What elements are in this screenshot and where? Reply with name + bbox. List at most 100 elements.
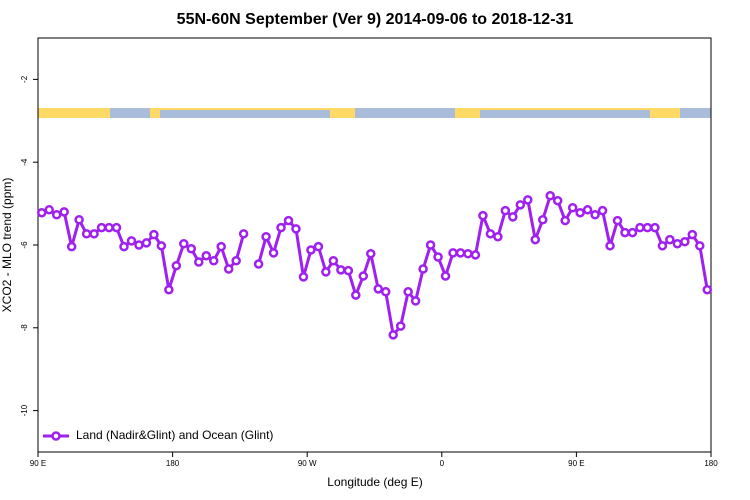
data-point <box>530 234 541 245</box>
data-point <box>51 210 62 220</box>
data-point <box>485 229 496 239</box>
data-point <box>44 205 54 215</box>
data-point <box>291 224 301 234</box>
data-point <box>171 260 182 271</box>
data-point <box>261 231 271 242</box>
data-point <box>695 241 705 251</box>
data-point <box>126 236 137 246</box>
data-point <box>111 222 122 233</box>
data-point <box>283 215 294 226</box>
y-tick-label: -10 <box>20 404 29 416</box>
data-point <box>410 296 421 306</box>
data-point <box>665 234 675 245</box>
data-point <box>208 255 219 266</box>
y-tick-label: -6 <box>20 241 29 249</box>
data-point <box>351 290 361 300</box>
data-point <box>238 229 249 239</box>
data-point <box>358 271 369 281</box>
data-point <box>149 229 159 240</box>
data-point <box>216 241 226 252</box>
legend-label: Land (Nadir&Glint) and Ocean (Glint) <box>76 428 273 442</box>
y-tick-label: -4 <box>20 158 29 166</box>
land-mask-strip <box>38 108 711 118</box>
data-point <box>268 248 279 258</box>
data-point <box>403 287 413 297</box>
data-point <box>36 207 47 218</box>
data-point <box>59 207 69 217</box>
data-point <box>388 330 398 340</box>
data-point <box>81 229 92 239</box>
data-point <box>134 240 144 250</box>
data-point <box>313 241 324 252</box>
data-point <box>672 239 683 249</box>
data-point <box>366 248 376 259</box>
data-point <box>433 252 443 262</box>
data-point <box>463 248 473 259</box>
data-point <box>156 241 167 251</box>
data-point <box>508 212 518 222</box>
data-point <box>582 205 593 215</box>
data-point <box>253 259 264 269</box>
data-point <box>179 239 189 249</box>
data-point <box>425 240 436 250</box>
data-point <box>478 210 488 221</box>
data-point <box>650 222 660 233</box>
data-point <box>560 215 570 226</box>
data-point <box>605 241 615 251</box>
data-point <box>395 321 406 331</box>
data-point <box>515 200 526 210</box>
data-point <box>635 222 645 233</box>
data-point <box>597 205 608 216</box>
data-point <box>119 241 129 252</box>
data-point <box>567 202 578 213</box>
x-tick-label: 180 <box>704 459 718 468</box>
y-tick-label: -8 <box>20 324 29 332</box>
data-point <box>276 222 286 233</box>
x-tick-label: 180 <box>166 459 180 468</box>
data-point <box>702 284 713 295</box>
data-point <box>231 255 241 266</box>
data-point <box>590 210 600 220</box>
x-tick-label: 90 E <box>30 459 46 468</box>
data-point <box>223 264 234 274</box>
data-point <box>96 222 107 233</box>
chart-title: 55N-60N September (Ver 9) 2014-09-06 to … <box>177 11 574 28</box>
data-point <box>74 214 84 225</box>
data-point <box>620 227 630 238</box>
data-point <box>373 284 383 294</box>
data-point <box>104 222 114 233</box>
data-point <box>336 265 346 275</box>
data-point <box>500 205 511 216</box>
data-point <box>89 229 99 239</box>
x-tick-label: 90 E <box>568 459 584 468</box>
data-point <box>141 238 152 248</box>
data-point <box>306 245 316 255</box>
data-point <box>657 241 668 251</box>
data-point <box>627 227 638 238</box>
data-point <box>538 214 548 225</box>
y-axis-label: XCO2 - MLO trend (ppm) <box>0 178 14 313</box>
legend-marker <box>51 431 61 441</box>
data-point <box>164 284 174 295</box>
data-point <box>523 195 533 205</box>
data-point <box>455 248 466 258</box>
data-point <box>642 222 653 233</box>
x-axis-label: Longitude (deg E) <box>327 475 422 489</box>
data-point <box>440 271 451 281</box>
data-point <box>418 264 428 274</box>
data-point <box>343 265 354 276</box>
x-tick-label: 90 W <box>298 459 317 468</box>
data-point <box>470 250 481 260</box>
data-point <box>298 272 309 282</box>
y-tick-label: -2 <box>20 75 29 83</box>
data-point <box>66 241 77 252</box>
data-point <box>448 248 458 258</box>
data-point <box>687 229 698 240</box>
data-point <box>493 231 503 242</box>
data-point <box>194 257 204 267</box>
data-point <box>552 195 563 206</box>
data-point <box>575 207 585 218</box>
data-point <box>201 251 211 261</box>
x-tick-label: 0 <box>440 459 445 468</box>
